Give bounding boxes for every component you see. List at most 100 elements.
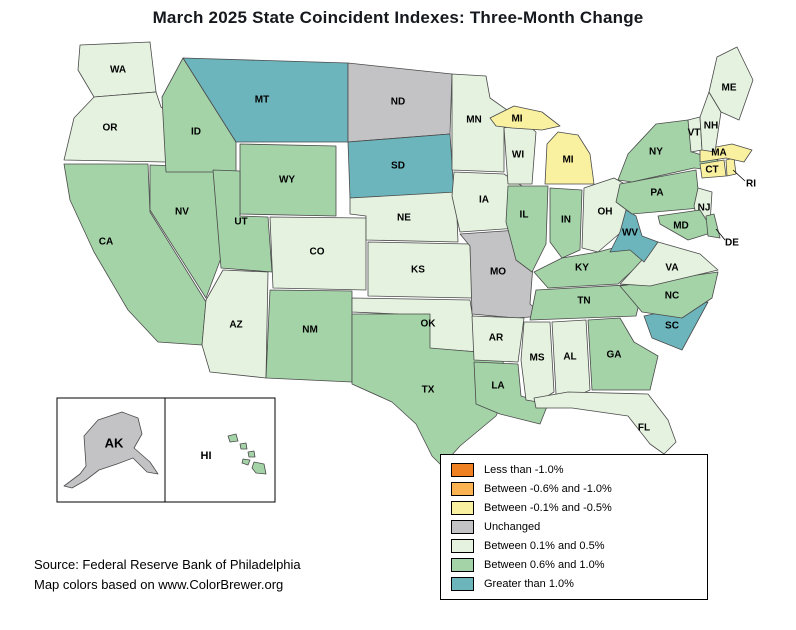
state-label-hi: HI — [201, 450, 212, 462]
state-me — [708, 46, 754, 121]
state-mi — [544, 131, 595, 185]
state-label-ca: CA — [99, 237, 113, 248]
state-ri — [725, 157, 737, 177]
state-label-wi: WI — [512, 150, 524, 161]
state-label-co: CO — [310, 247, 325, 258]
state-label-il: IL — [520, 210, 529, 221]
state-label-sc: SC — [665, 321, 679, 332]
state-label-nc: NC — [665, 291, 679, 302]
legend-row: Between -0.1% and -0.5% — [451, 501, 697, 515]
state-label-nh: NH — [704, 121, 718, 132]
legend-row: Unchanged — [451, 520, 697, 534]
source-line-2: Map colors based on www.ColorBrewer.org — [34, 577, 284, 592]
state-label-ne: NE — [397, 213, 411, 224]
state-label-or: OR — [103, 123, 119, 134]
state-label-nv: NV — [175, 207, 189, 218]
state-label-nd: ND — [391, 97, 405, 108]
state-label-de: DE — [725, 238, 739, 249]
state-label-ny: NY — [649, 147, 663, 158]
state-label-mi: MI — [511, 114, 522, 125]
legend: Less than -1.0% Between -0.6% and -1.0% Be… — [440, 454, 708, 600]
state-label-vt: VT — [688, 128, 701, 139]
legend-label: Between -0.6% and -1.0% — [484, 483, 612, 495]
state-nh — [699, 91, 722, 153]
state-in — [549, 187, 583, 259]
state-label-ia: IA — [479, 195, 489, 206]
state-md — [657, 209, 715, 241]
state-tn — [529, 283, 645, 321]
state-label-md: MD — [673, 221, 689, 232]
state-label-ok: OK — [421, 319, 437, 330]
page-title: March 2025 State Coincident Indexes: Thr… — [152, 8, 644, 27]
source-line-1: Source: Federal Reserve Bank of Philadel… — [34, 557, 301, 572]
state-tx — [351, 313, 509, 467]
state-ar — [471, 315, 525, 363]
state-label-ks: KS — [411, 265, 425, 276]
state-il — [505, 185, 549, 273]
legend-label: Less than -1.0% — [484, 464, 564, 476]
state-label-me: ME — [722, 83, 737, 94]
state-label-ky: KY — [575, 263, 589, 274]
legend-swatch-unchanged — [451, 520, 474, 534]
state-ga — [587, 317, 659, 391]
legend-row: Between -0.6% and -1.0% — [451, 482, 697, 496]
state-wv — [609, 209, 659, 263]
state-label-va: VA — [665, 263, 678, 274]
state-id — [161, 57, 237, 173]
state-la — [473, 361, 549, 425]
state-label-az: AZ — [229, 320, 242, 331]
state-label-oh: OH — [598, 207, 613, 218]
legend-row: Greater than 1.0% — [451, 577, 697, 591]
label-leader-line — [732, 169, 746, 182]
state-label-ri: RI — [746, 179, 756, 190]
state-hi — [251, 461, 267, 475]
state-ct — [699, 159, 727, 179]
state-label-in: IN — [561, 215, 571, 226]
state-label-ma: MA — [711, 148, 727, 159]
state-nm — [265, 289, 353, 383]
state-label-nj: NJ — [698, 203, 711, 214]
state-de — [705, 213, 721, 239]
state-label-ak: AK — [105, 435, 124, 450]
state-label-tn: TN — [577, 296, 590, 307]
state-label-id: ID — [191, 127, 201, 138]
state-label-fl: FL — [638, 423, 650, 434]
state-label-mn: MN — [466, 115, 482, 126]
legend-row: Between 0.6% and 1.0% — [451, 558, 697, 572]
legend-row: Less than -1.0% — [451, 463, 697, 477]
legend-swatch-neg-large — [451, 463, 474, 477]
state-label-sd: SD — [391, 161, 405, 172]
state-label-ga: GA — [607, 350, 622, 361]
state-labels-layer: WA OR CA NV ID MT WY UT CO AZ NM ND SD NE KS OK TX MN IA MO… — [99, 65, 756, 462]
legend-swatch-pos-medium — [451, 558, 474, 572]
legend-label: Between 0.1% and 0.5% — [484, 540, 605, 552]
legend-swatch-neg-small — [451, 501, 474, 515]
state-label-mi: MI — [562, 155, 573, 166]
state-label-ms: MS — [530, 353, 545, 364]
state-mi — [489, 105, 561, 131]
state-label-ut: UT — [234, 217, 247, 228]
state-hi — [247, 450, 256, 458]
state-hi — [241, 458, 251, 466]
state-label-wv: WV — [622, 228, 638, 239]
label-leader-line — [715, 228, 726, 241]
state-label-ar: AR — [489, 333, 504, 344]
legend-label: Between 0.6% and 1.0% — [484, 559, 605, 571]
legend-label: Unchanged — [484, 521, 541, 533]
state-label-al: AL — [563, 352, 576, 363]
state-ak — [63, 411, 159, 489]
legend-swatch-pos-small — [451, 539, 474, 553]
state-label-wa: WA — [110, 65, 126, 76]
state-label-pa: PA — [650, 188, 663, 199]
state-hi — [227, 433, 239, 443]
state-label-mt: MT — [255, 95, 269, 106]
state-ut — [212, 169, 273, 273]
state-label-mo: MO — [490, 267, 506, 278]
state-label-nm: NM — [302, 325, 318, 336]
legend-swatch-neg-medium — [451, 482, 474, 496]
state-ca — [63, 163, 207, 346]
hawaii-inset-box — [164, 397, 276, 503]
legend-row: Between 0.1% and 0.5% — [451, 539, 697, 553]
